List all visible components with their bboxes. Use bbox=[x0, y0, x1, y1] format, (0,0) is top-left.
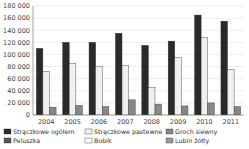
bar bbox=[115, 33, 122, 115]
bar bbox=[221, 21, 228, 115]
bar bbox=[234, 107, 241, 115]
y-tick-label: 60 000 bbox=[7, 75, 30, 83]
bar bbox=[63, 42, 70, 115]
bar bbox=[155, 104, 162, 115]
legend-label: Bobik bbox=[94, 137, 112, 144]
y-tick-label: 120 000 bbox=[3, 39, 30, 47]
bar bbox=[89, 42, 96, 115]
legend-swatch bbox=[166, 138, 173, 143]
y-tick-label: 160 000 bbox=[3, 14, 30, 22]
legend-swatch bbox=[85, 138, 92, 143]
bar bbox=[195, 15, 202, 115]
y-tick-label: 140 000 bbox=[3, 27, 30, 35]
bar bbox=[181, 106, 188, 115]
bar bbox=[175, 57, 182, 115]
x-tick-label: 2011 bbox=[223, 118, 240, 126]
y-tick-label: 40 000 bbox=[7, 87, 30, 95]
y-tick-label: 20 000 bbox=[7, 99, 30, 107]
grid-line bbox=[33, 30, 244, 31]
bar bbox=[201, 37, 208, 115]
bar bbox=[208, 103, 215, 115]
legend-swatch bbox=[166, 129, 173, 134]
y-axis: 0 20 000 40 000 60 000 80 000 100 000 120 000 1… bbox=[3, 2, 244, 119]
legend-swatch bbox=[4, 138, 11, 143]
x-tick-label: 2004 bbox=[38, 118, 55, 126]
chart: 0 20 000 40 000 60 000 80 000 100 000 120 000 1… bbox=[0, 0, 249, 149]
x-axis-line bbox=[33, 115, 244, 116]
y-axis-line bbox=[33, 6, 34, 115]
bar bbox=[69, 64, 76, 115]
legend-swatch bbox=[85, 129, 92, 134]
bar bbox=[148, 88, 155, 115]
x-tick-label: 2007 bbox=[117, 118, 134, 126]
y-tick-label: 0 bbox=[26, 111, 30, 119]
grid-line bbox=[33, 6, 244, 7]
grid-line bbox=[33, 18, 244, 19]
bar bbox=[49, 107, 56, 115]
bar bbox=[36, 48, 43, 115]
bar bbox=[129, 100, 136, 115]
legend-label: Peluszka bbox=[13, 137, 40, 144]
legend-label: Lubin żółty bbox=[175, 137, 210, 145]
bars bbox=[36, 15, 240, 115]
bar bbox=[102, 107, 109, 115]
x-axis: 2004 2005 2006 2007 2008 2009 2010 2011 bbox=[38, 118, 239, 126]
legend-label: Strączkowe pastewne bbox=[94, 128, 163, 136]
x-tick-label: 2008 bbox=[143, 118, 160, 126]
legend: Strączkowe ogółem Strączkowe pastewne Groc… bbox=[4, 128, 218, 145]
bar bbox=[168, 41, 175, 115]
y-tick-label: 180 000 bbox=[3, 2, 30, 10]
bar bbox=[142, 45, 149, 115]
legend-label: Strączkowe ogółem bbox=[13, 128, 74, 136]
legend-swatch bbox=[4, 129, 11, 134]
bar bbox=[122, 65, 129, 115]
y-tick-label: 100 000 bbox=[3, 51, 30, 59]
x-tick-label: 2006 bbox=[91, 118, 108, 126]
x-tick-label: 2009 bbox=[170, 118, 187, 126]
bar bbox=[43, 71, 50, 115]
bar bbox=[228, 70, 235, 115]
x-tick-label: 2010 bbox=[196, 118, 213, 126]
bar bbox=[96, 67, 103, 115]
y-tick-label: 80 000 bbox=[7, 63, 30, 71]
bar bbox=[76, 105, 83, 115]
x-tick-label: 2005 bbox=[64, 118, 81, 126]
legend-label: Groch siewny bbox=[175, 128, 218, 136]
